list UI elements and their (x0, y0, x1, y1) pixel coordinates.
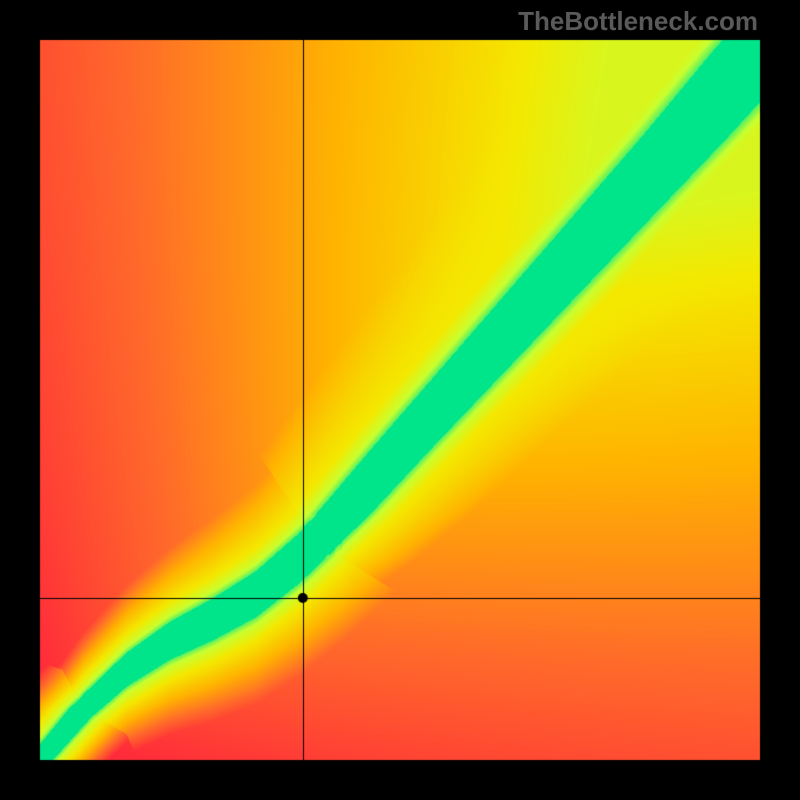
watermark-text: TheBottleneck.com (518, 6, 758, 37)
bottleneck-heatmap (0, 0, 800, 800)
